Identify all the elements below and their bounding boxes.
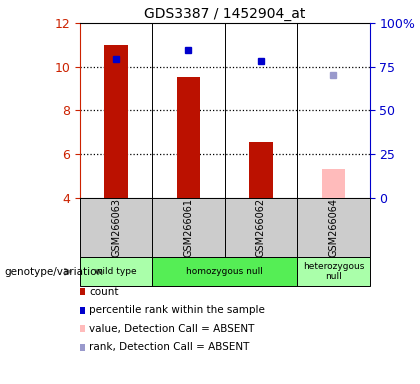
Bar — [249, 142, 273, 198]
Text: value, Detection Call = ABSENT: value, Detection Call = ABSENT — [89, 324, 255, 334]
Text: GSM266064: GSM266064 — [328, 198, 339, 257]
Text: GSM266062: GSM266062 — [256, 198, 266, 257]
Text: homozygous null: homozygous null — [186, 267, 263, 276]
Text: GSM266061: GSM266061 — [184, 198, 194, 257]
Text: wild type: wild type — [95, 267, 137, 276]
Text: percentile rank within the sample: percentile rank within the sample — [89, 305, 265, 315]
Text: heterozygous
null: heterozygous null — [303, 262, 364, 281]
Title: GDS3387 / 1452904_at: GDS3387 / 1452904_at — [144, 7, 305, 21]
Text: genotype/variation: genotype/variation — [4, 266, 103, 277]
Bar — [177, 76, 200, 198]
Text: count: count — [89, 287, 119, 297]
Bar — [105, 45, 128, 198]
Text: rank, Detection Call = ABSENT: rank, Detection Call = ABSENT — [89, 342, 249, 352]
Bar — [322, 169, 345, 198]
Text: GSM266063: GSM266063 — [111, 198, 121, 257]
